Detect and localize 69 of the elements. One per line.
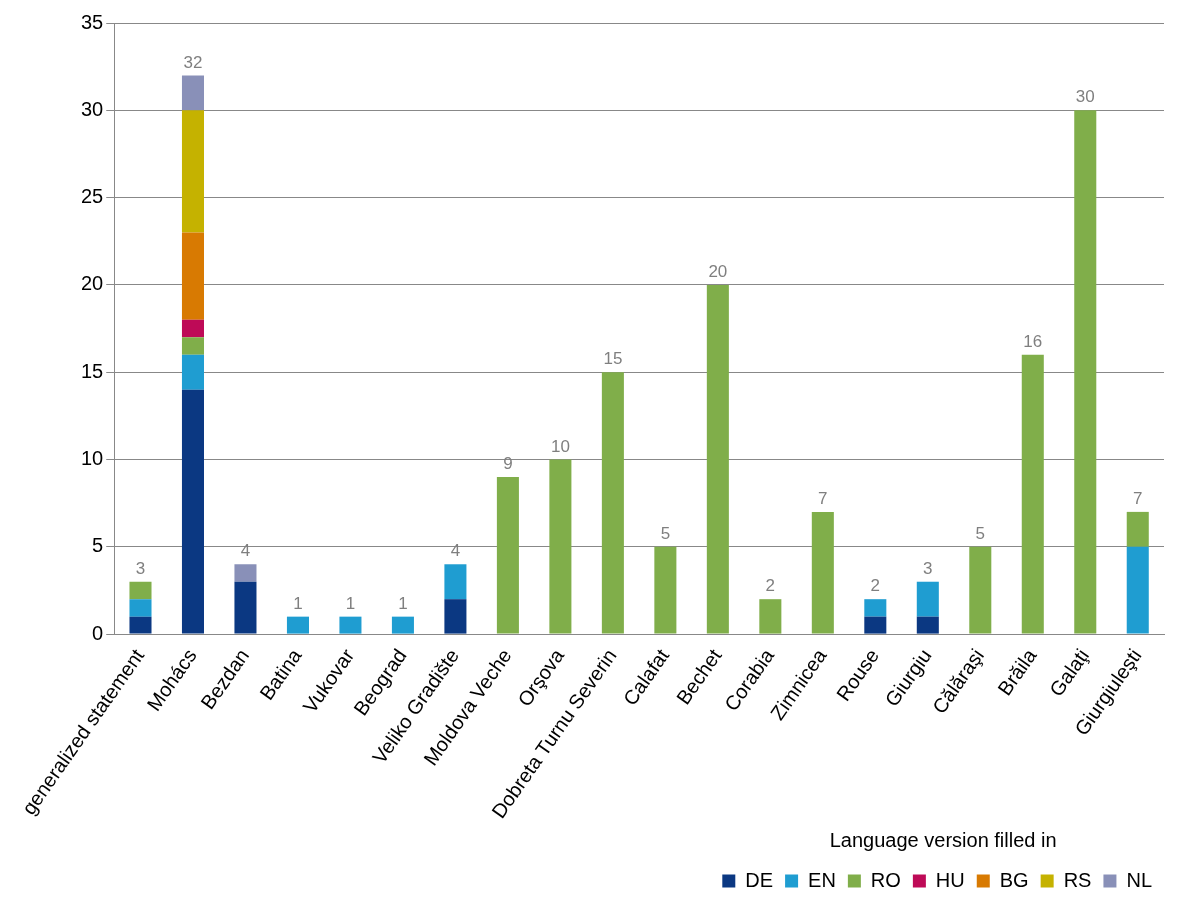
total-label: 4 <box>450 541 461 561</box>
bar <box>759 599 782 634</box>
bar <box>601 372 624 634</box>
legend-title: Language version filled in <box>829 828 1057 851</box>
total-label: 5 <box>660 523 671 543</box>
y-tick-label: 0 <box>92 621 104 644</box>
total-label: 1 <box>293 593 303 613</box>
total-label: 32 <box>183 52 203 72</box>
y-tick-label: 25 <box>81 185 104 208</box>
bar <box>181 75 204 111</box>
total-label: 3 <box>135 558 146 578</box>
total-label: 30 <box>1075 87 1095 107</box>
y-tick-label: 30 <box>81 97 104 120</box>
total-label: 10 <box>550 436 570 456</box>
bar <box>129 581 152 600</box>
legend-label: NL <box>1126 868 1153 891</box>
total-label: 7 <box>818 489 828 509</box>
bar <box>864 599 887 617</box>
legend-label: RO <box>870 868 901 891</box>
y-tick-label: 5 <box>92 534 104 557</box>
bar <box>234 564 257 582</box>
bar <box>916 581 939 617</box>
bar <box>181 337 204 355</box>
bar <box>181 319 204 338</box>
bar <box>444 599 467 634</box>
bar <box>181 389 204 634</box>
bar <box>1021 354 1044 634</box>
legend-label: HU <box>935 868 965 891</box>
total-label: 7 <box>1133 489 1143 509</box>
total-label: 1 <box>398 593 408 613</box>
bar <box>339 616 362 634</box>
legend-label: EN <box>808 868 836 891</box>
total-label: 2 <box>765 576 776 596</box>
bar <box>969 546 992 634</box>
bar <box>549 459 572 634</box>
total-label: 3 <box>923 558 933 578</box>
total-label: 15 <box>603 349 623 369</box>
bar <box>1126 546 1149 634</box>
legend-label: DE <box>745 868 774 891</box>
bar <box>916 616 939 634</box>
y-tick-label: 15 <box>81 359 104 382</box>
bar <box>1074 110 1097 634</box>
y-tick-label: 35 <box>81 10 104 33</box>
total-label: 4 <box>240 541 251 561</box>
bar <box>654 546 677 634</box>
total-label: 9 <box>503 454 513 474</box>
y-tick-label: 10 <box>81 447 104 470</box>
total-label: 16 <box>1023 331 1043 351</box>
total-label: 1 <box>345 593 356 613</box>
total-label: 20 <box>708 262 728 282</box>
y-tick-label: 20 <box>81 272 104 295</box>
bar <box>286 616 309 634</box>
bar <box>181 232 204 320</box>
bar <box>181 110 204 233</box>
bar <box>129 616 152 634</box>
bar <box>864 616 887 634</box>
bar <box>391 616 414 634</box>
bar <box>234 581 257 634</box>
bar <box>811 511 834 634</box>
legend-label: RS <box>1063 868 1092 891</box>
bar <box>444 564 467 600</box>
total-label: 2 <box>870 576 881 596</box>
legend-label: BG <box>999 868 1029 891</box>
bar <box>129 599 152 617</box>
bar <box>496 476 519 634</box>
bar <box>181 354 204 390</box>
total-label: 5 <box>975 523 986 543</box>
bar <box>1126 511 1149 547</box>
bar <box>706 284 729 634</box>
